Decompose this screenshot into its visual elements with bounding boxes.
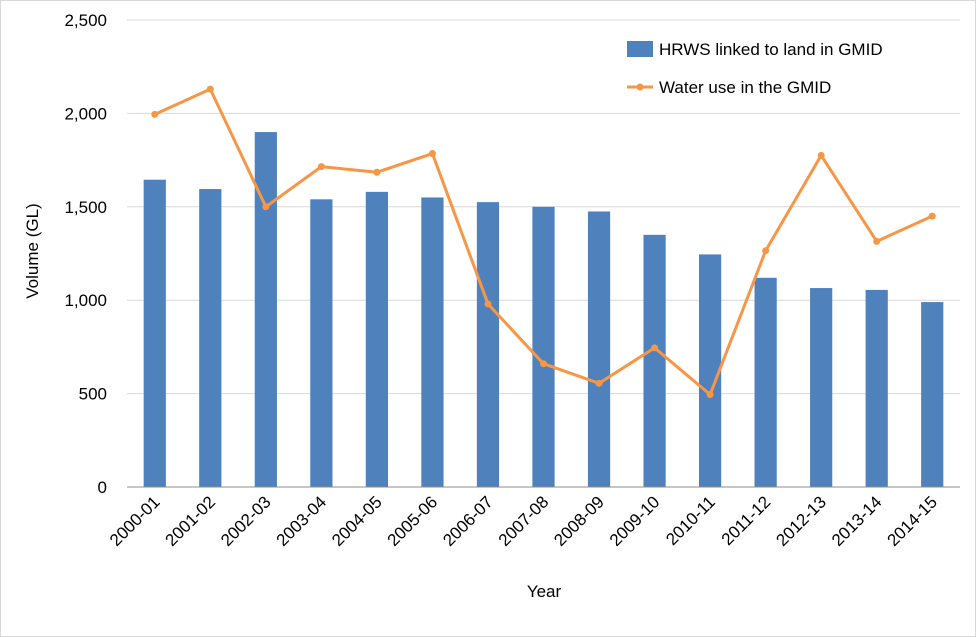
line-point bbox=[595, 379, 603, 387]
bar bbox=[643, 234, 666, 487]
x-tick-label: 2013-14 bbox=[828, 492, 886, 550]
legend-swatch-hrws bbox=[627, 41, 653, 57]
bar bbox=[421, 197, 444, 487]
line-point bbox=[817, 151, 825, 159]
line-point bbox=[206, 85, 214, 93]
bar bbox=[921, 302, 944, 487]
line-point bbox=[428, 150, 436, 158]
line-point bbox=[484, 300, 492, 308]
line-point bbox=[151, 110, 159, 118]
bar bbox=[865, 289, 888, 487]
line-point bbox=[873, 237, 881, 245]
x-tick-labels: 2000-012001-022002-032003-042004-052005-… bbox=[106, 492, 941, 550]
y-tick-labels: 0 500 1,000 1,500 2,000 2,500 bbox=[64, 11, 107, 497]
line-point bbox=[262, 203, 270, 211]
x-tick-label: 2005-06 bbox=[384, 492, 442, 550]
y-tick-label: 500 bbox=[79, 385, 107, 404]
y-tick-label: 1,500 bbox=[64, 198, 107, 217]
bar bbox=[254, 132, 277, 487]
x-tick-label: 2009-10 bbox=[606, 492, 664, 550]
legend-marker-water-use bbox=[636, 83, 644, 91]
x-tick-label: 2006-07 bbox=[439, 492, 497, 550]
bar bbox=[310, 199, 333, 487]
line-point bbox=[762, 247, 770, 255]
y-tick-label: 0 bbox=[98, 478, 107, 497]
bar bbox=[698, 254, 722, 487]
x-tick-label: 2008-09 bbox=[550, 492, 608, 550]
line-point bbox=[317, 163, 325, 171]
line-point bbox=[928, 212, 936, 220]
bar bbox=[199, 189, 222, 487]
x-tick-label: 2001-02 bbox=[162, 492, 220, 550]
y-tick-label: 1,000 bbox=[64, 291, 107, 310]
x-tick-label: 2004-05 bbox=[328, 492, 386, 550]
x-tick-label: 2012-13 bbox=[772, 492, 830, 550]
y-tick-label: 2,000 bbox=[64, 104, 107, 123]
bar-series bbox=[143, 132, 944, 488]
legend: HRWS linked to land in GMID Water use in… bbox=[627, 40, 883, 97]
x-tick-label: 2000-01 bbox=[106, 492, 164, 550]
x-tick-label: 2014-15 bbox=[884, 492, 942, 550]
bar bbox=[587, 211, 611, 487]
legend-label-hrws: HRWS linked to land in GMID bbox=[659, 40, 883, 59]
bar bbox=[143, 179, 166, 488]
y-tick-label: 2,500 bbox=[64, 11, 107, 30]
line-point bbox=[706, 391, 714, 399]
bar bbox=[754, 277, 777, 487]
bar bbox=[810, 288, 833, 487]
y-axis-title: Volume (GL) bbox=[23, 203, 42, 298]
line-point bbox=[373, 168, 381, 176]
line-point bbox=[651, 344, 659, 352]
x-tick-label: 2010-11 bbox=[662, 492, 719, 549]
x-tick-label: 2002-03 bbox=[217, 492, 275, 550]
line-series bbox=[151, 85, 936, 399]
x-tick-label: 2007-08 bbox=[495, 492, 553, 550]
bar bbox=[476, 202, 500, 487]
x-axis-title: Year bbox=[527, 582, 562, 601]
legend-label-water-use: Water use in the GMID bbox=[659, 78, 831, 97]
x-tick-label: 2003-04 bbox=[273, 492, 331, 550]
bar bbox=[532, 206, 555, 488]
line-point bbox=[540, 360, 547, 368]
x-tick-label: 2011-12 bbox=[718, 492, 775, 549]
bar bbox=[365, 191, 389, 487]
